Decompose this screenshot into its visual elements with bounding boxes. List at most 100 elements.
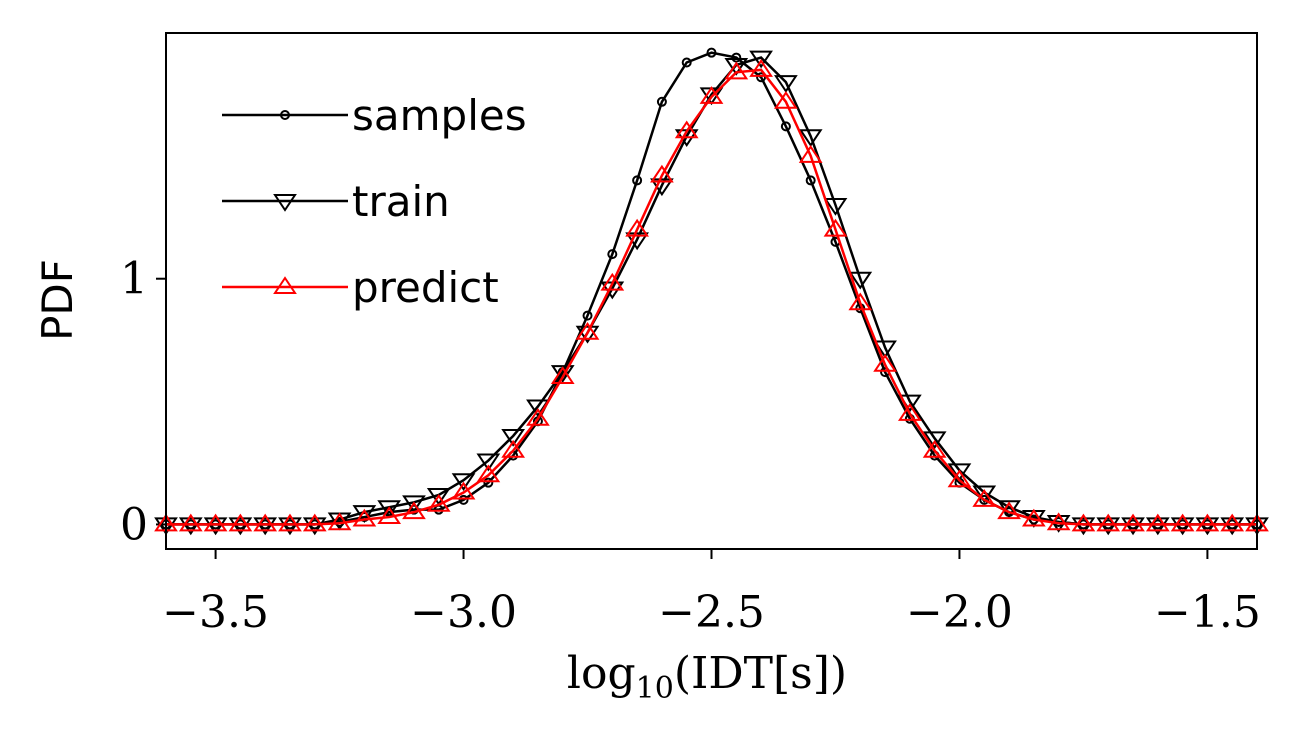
data-point: [681, 57, 692, 68]
data-point: [451, 473, 476, 492]
data-point: [402, 495, 426, 514]
data-point: [922, 439, 947, 458]
data-point: [1170, 513, 1195, 532]
data-point: [550, 365, 575, 383]
data-point: [1145, 517, 1170, 536]
data-point: [1145, 513, 1170, 532]
data-point: [1220, 517, 1245, 536]
data-point: [1121, 517, 1145, 536]
data-point: [302, 513, 327, 532]
data-point: [550, 366, 575, 384]
y-tick-label: 0: [120, 499, 148, 550]
data-point: [458, 494, 469, 505]
data-point: [979, 494, 990, 505]
data-point: [798, 129, 823, 148]
data-point: [483, 477, 494, 488]
data-point: [724, 57, 749, 76]
data-point: [749, 59, 773, 77]
data-point: [607, 249, 618, 260]
legend-label: samples: [352, 91, 527, 140]
data-point: [656, 96, 667, 107]
data-point: [1195, 517, 1220, 536]
data-point: [947, 469, 972, 488]
data-point: [650, 164, 674, 183]
data-point: [600, 272, 625, 291]
x-tick-label: −2.0: [906, 587, 1013, 638]
series-line: [166, 51, 1257, 526]
data-point: [476, 464, 501, 483]
data-point: [823, 198, 848, 216]
data-point: [451, 481, 476, 500]
data-point: [1170, 517, 1195, 536]
data-point: [756, 72, 767, 83]
data-point: [632, 175, 643, 186]
data-point: [823, 218, 848, 237]
y-axis-label: PDF: [33, 259, 82, 341]
data-point: [426, 487, 451, 506]
data-point: [922, 431, 947, 450]
data-point: [774, 90, 798, 109]
legend-marker: [273, 194, 297, 212]
x-tick-label: −3.0: [410, 587, 517, 638]
data-point: [972, 489, 997, 507]
data-point: [1046, 512, 1071, 531]
data-point: [228, 517, 253, 536]
data-point: [1071, 513, 1096, 532]
y-tick-label: 1: [120, 254, 148, 305]
legend-marker: [273, 276, 297, 294]
data-point: [203, 517, 228, 536]
data-point: [228, 513, 253, 532]
data-point: [805, 175, 816, 186]
data-point: [302, 517, 327, 536]
data-point: [699, 86, 724, 104]
data-point: [1195, 513, 1220, 532]
data-point: [476, 453, 501, 472]
data-point: [706, 47, 717, 58]
x-label-base: log: [567, 648, 636, 699]
data-point: [352, 508, 377, 527]
data-point: [972, 485, 997, 504]
series-line: [166, 68, 1257, 526]
data-point: [798, 145, 823, 163]
data-point: [897, 403, 922, 421]
x-tick-label: −3.5: [162, 587, 269, 638]
data-point: [253, 517, 278, 536]
x-tick-label: −1.5: [1154, 587, 1261, 638]
data-point: [278, 513, 302, 532]
data-point: [1121, 513, 1145, 532]
data-point: [377, 500, 402, 519]
data-point: [203, 513, 228, 532]
data-point: [352, 505, 377, 523]
data-point: [848, 271, 873, 290]
legend-label: train: [352, 177, 450, 226]
data-point: [774, 75, 798, 93]
series-line: [166, 56, 1257, 526]
legend-label: predict: [352, 263, 499, 312]
data-point: [501, 428, 526, 447]
data-point: [327, 512, 352, 531]
x-tick-label: −2.5: [658, 587, 765, 638]
data-point: [947, 463, 972, 482]
plot-frame: [165, 32, 1258, 550]
data-point: [253, 513, 278, 532]
data-point: [575, 325, 600, 344]
data-point: [1220, 513, 1245, 532]
data-point: [625, 218, 649, 237]
data-point: [377, 506, 402, 525]
data-point: [526, 407, 550, 426]
data-point: [1071, 517, 1096, 536]
data-point: [848, 292, 873, 311]
data-point: [780, 121, 791, 132]
data-point: [501, 439, 526, 458]
data-point: [426, 493, 451, 512]
x-label-arg: (IDT[s]): [674, 648, 847, 699]
data-point: [1021, 508, 1046, 527]
data-point: [724, 61, 749, 80]
data-point: [1096, 513, 1121, 532]
data-point: [749, 50, 773, 69]
data-point: [582, 310, 593, 321]
x-label-sub: 10: [636, 671, 674, 706]
data-point: [674, 120, 699, 139]
data-point: [575, 321, 600, 340]
